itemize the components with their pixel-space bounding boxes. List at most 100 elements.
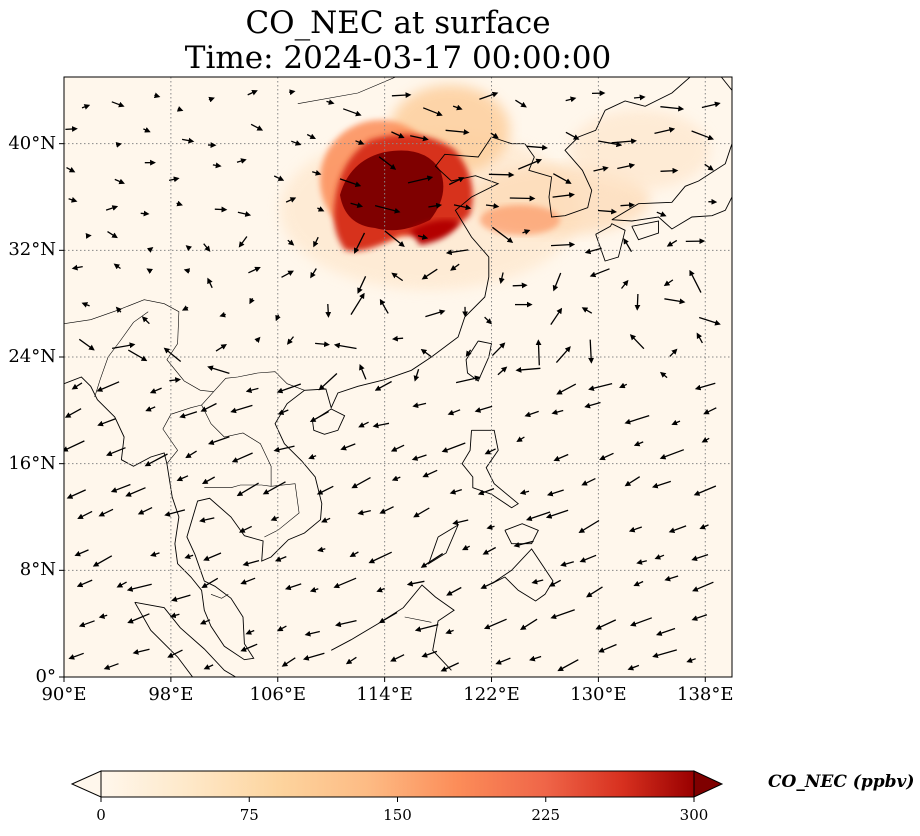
wind-arrow xyxy=(181,305,189,311)
wind-arrow xyxy=(422,107,443,117)
lon-tick-label: 114°E xyxy=(356,684,413,705)
wind-arrow xyxy=(238,236,248,248)
wind-arrow xyxy=(450,263,460,271)
wind-arrow xyxy=(309,411,330,423)
wind-arrow xyxy=(113,263,121,270)
wind-arrow xyxy=(144,453,168,467)
wind-arrow xyxy=(333,342,357,350)
wind-arrow xyxy=(654,554,665,560)
wind-arrow xyxy=(78,620,95,628)
wind-arrow xyxy=(652,649,677,659)
wind-arrow xyxy=(659,449,685,460)
wind-arrow xyxy=(203,243,211,252)
wind-arrow xyxy=(137,507,153,515)
wind-arrow xyxy=(207,365,230,375)
wind-arrow xyxy=(669,348,678,357)
wind-arrow xyxy=(236,482,259,497)
wind-arrow xyxy=(127,349,148,362)
wind-arrow xyxy=(81,104,91,110)
wind-arrow xyxy=(691,614,708,621)
wind-arrow xyxy=(584,247,602,255)
wind-arrow xyxy=(410,135,429,142)
wind-arrow xyxy=(391,335,404,342)
wind-arrow xyxy=(659,371,668,379)
coastline-segment xyxy=(94,311,149,398)
wind-arrow xyxy=(302,652,325,661)
colorbar-title: CO_NEC (ppbv) xyxy=(768,772,915,792)
wind-arrow xyxy=(146,246,154,253)
wind-arrow xyxy=(287,239,295,246)
wind-arrow xyxy=(550,241,576,248)
wind-arrow xyxy=(276,383,302,394)
wind-arrow xyxy=(376,586,385,593)
wind-arrow xyxy=(565,96,577,103)
wind-arrow xyxy=(509,195,536,202)
wind-arrow xyxy=(557,659,579,672)
wind-arrow xyxy=(588,339,595,364)
wind-arrow xyxy=(412,402,427,409)
coastline-segment xyxy=(210,594,229,599)
wind-arrow xyxy=(98,613,108,619)
wind-arrow xyxy=(691,553,709,562)
wind-arrow xyxy=(342,108,362,117)
wind-arrow xyxy=(586,586,603,598)
wind-arrow xyxy=(273,445,295,453)
wind-arrow xyxy=(68,197,78,203)
wind-arrow xyxy=(78,338,95,351)
wind-arrow xyxy=(143,127,151,133)
wind-arrow xyxy=(692,581,714,592)
wind-arrow xyxy=(149,387,162,394)
wind-arrow xyxy=(445,628,454,635)
wind-arrow xyxy=(164,509,186,517)
wind-arrow xyxy=(127,613,150,624)
wind-arrow xyxy=(446,586,462,596)
wind-arrow xyxy=(96,381,120,392)
wind-arrow xyxy=(115,306,122,313)
wind-arrow xyxy=(391,475,401,482)
wind-arrow xyxy=(482,546,497,555)
wind-arrow xyxy=(655,627,676,636)
wind-arrow xyxy=(71,382,83,390)
wind-arrow xyxy=(247,90,258,96)
wind-arrow xyxy=(630,617,653,627)
colorbar-gradient xyxy=(101,771,694,797)
wind-arrow xyxy=(64,440,85,452)
colorbar-tick-label: 0 xyxy=(96,806,106,824)
wind-arrow xyxy=(126,583,152,592)
wind-arrow xyxy=(520,618,538,631)
wind-arrow xyxy=(274,555,287,562)
wind-arrow xyxy=(578,519,600,534)
wind-arrow xyxy=(201,577,219,588)
wind-arrow xyxy=(345,656,357,665)
wind-arrow xyxy=(242,559,260,567)
wind-arrow xyxy=(420,348,432,358)
wind-arrow xyxy=(368,551,392,564)
wind-arrow xyxy=(441,442,466,453)
wind-arrow xyxy=(76,579,93,588)
wind-arrow xyxy=(552,272,562,292)
wind-arrow xyxy=(693,485,717,496)
wind-arrow xyxy=(291,140,302,146)
wind-arrow xyxy=(486,524,495,530)
wind-arrow xyxy=(276,625,287,632)
wind-arrow xyxy=(349,551,359,557)
wind-arrow xyxy=(390,444,405,452)
wind-arrow xyxy=(623,238,633,253)
wind-arrow xyxy=(153,92,161,99)
map-frame xyxy=(63,76,733,678)
wind-arrow xyxy=(103,663,119,670)
wind-arrow xyxy=(176,200,183,207)
coastline-segment xyxy=(312,408,346,435)
wind-arrow xyxy=(420,553,444,568)
wind-arrow xyxy=(350,202,364,208)
chart-title: CO_NEC at surface xyxy=(245,5,551,41)
wind-arrow xyxy=(391,92,412,99)
wind-arrow xyxy=(518,158,543,170)
axis-ticks xyxy=(59,143,706,682)
wind-arrow xyxy=(390,654,405,662)
wind-arrow xyxy=(492,226,514,244)
wind-arrow xyxy=(249,297,255,305)
wind-arrow xyxy=(66,167,76,173)
wind-arrow xyxy=(277,409,289,415)
